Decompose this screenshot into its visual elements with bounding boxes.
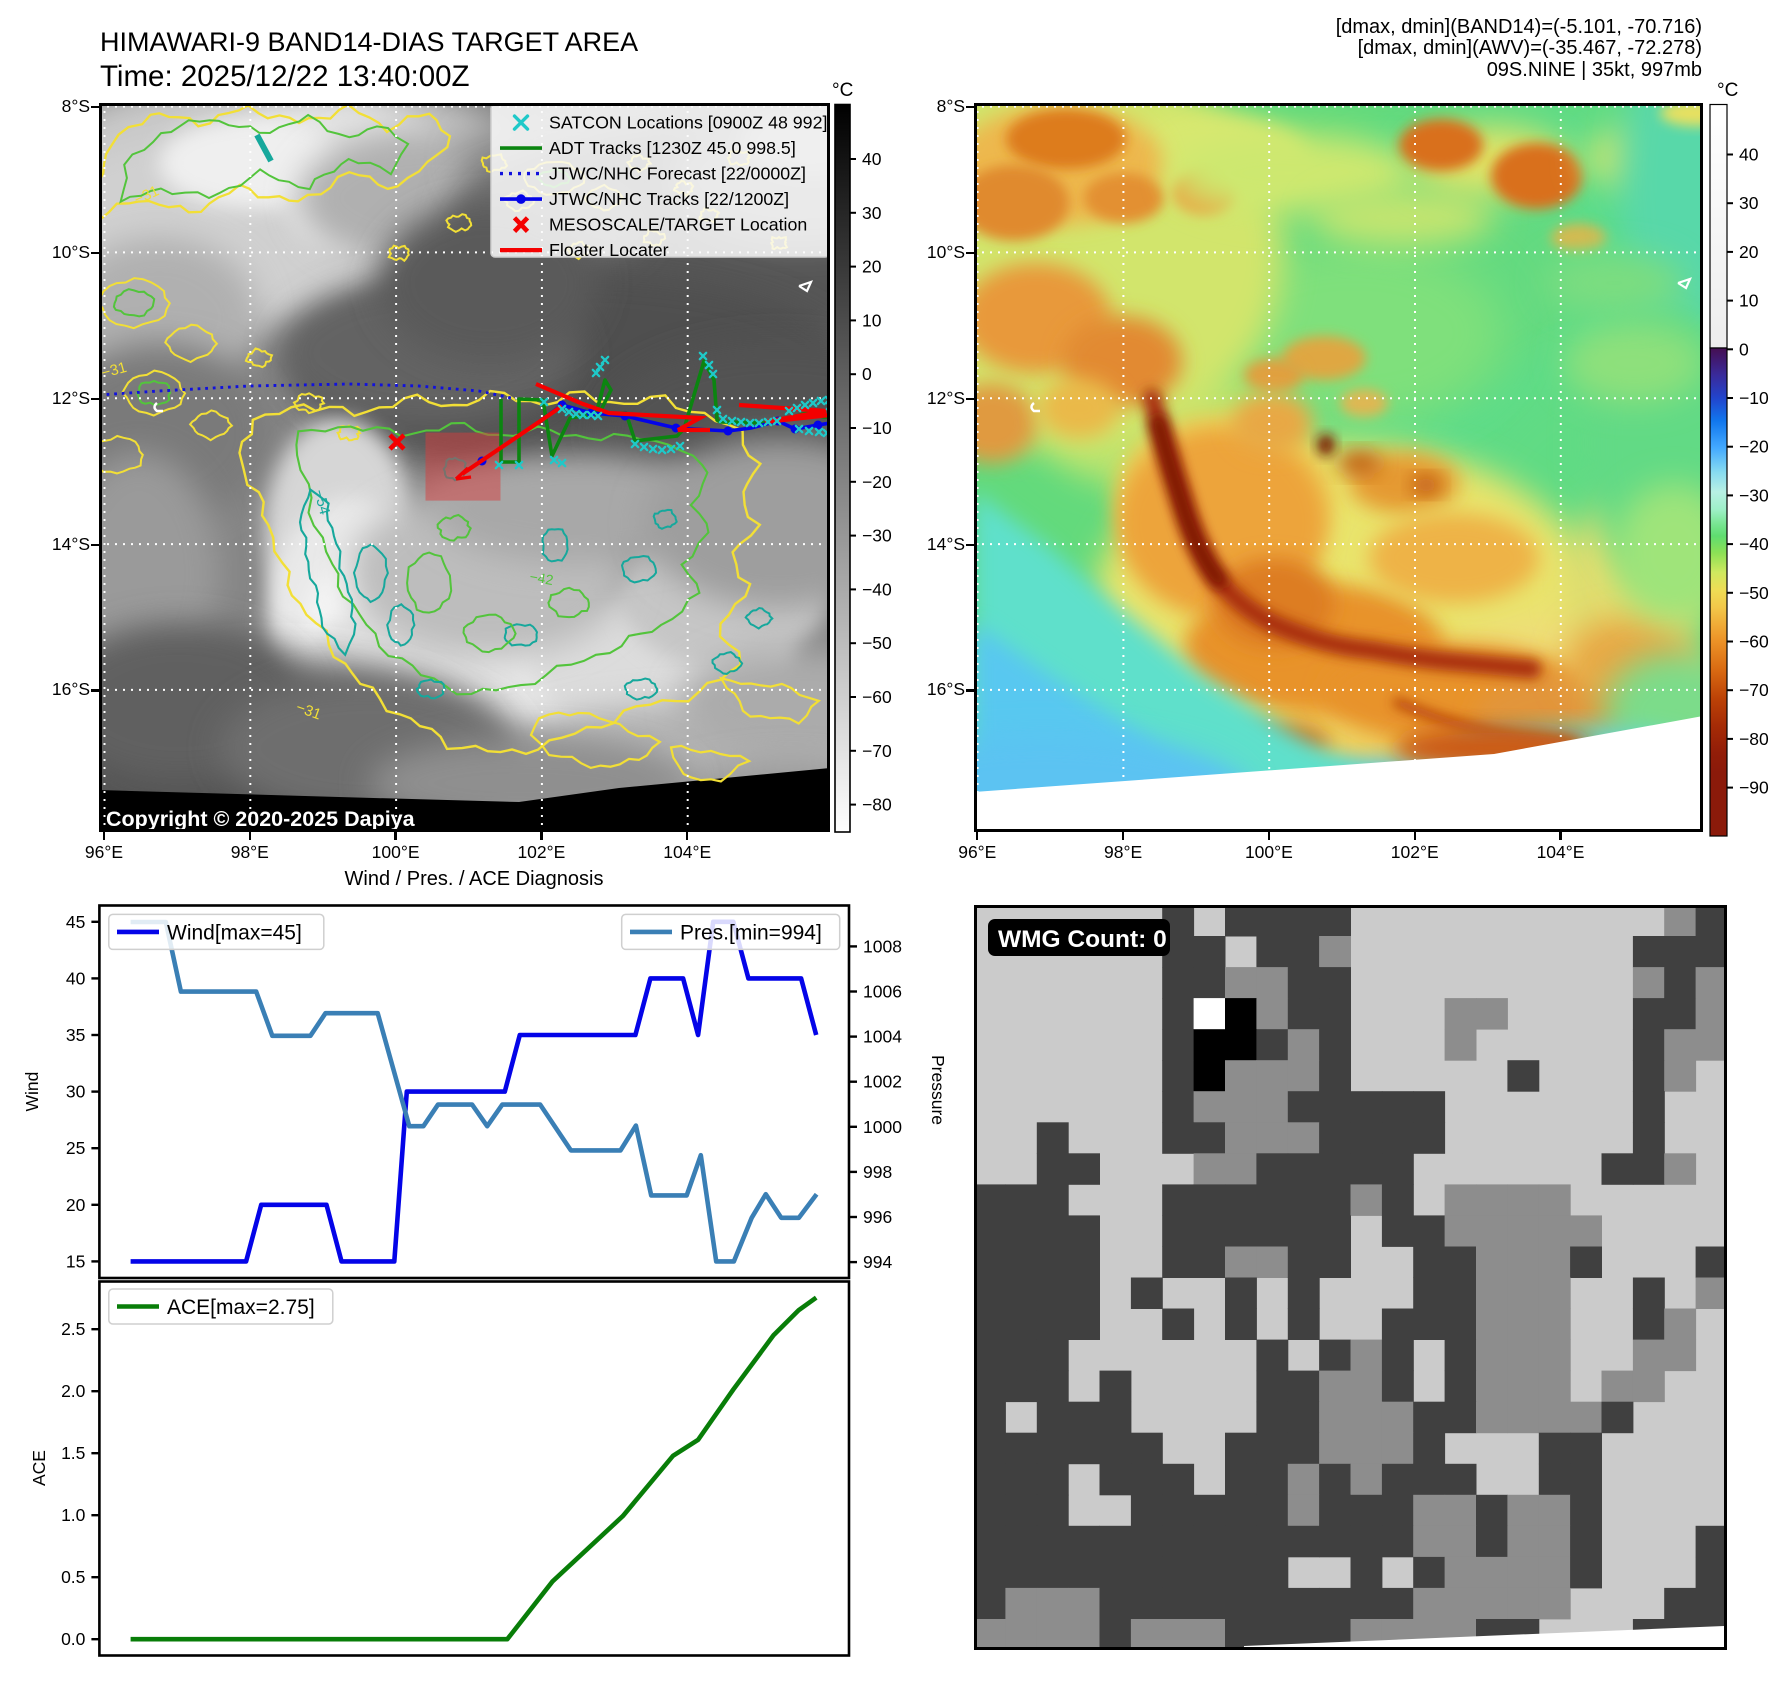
svg-text:40: 40 [1739,145,1759,165]
svg-text:−70: −70 [862,741,892,761]
svg-text:−60: −60 [862,687,892,707]
svg-text:−30: −30 [1739,485,1769,505]
svg-text:994: 994 [863,1252,892,1272]
svg-text:−90: −90 [1739,778,1769,798]
svg-text:45: 45 [66,912,85,932]
svg-text:−20: −20 [1739,437,1769,457]
svg-text:0: 0 [1739,339,1749,359]
svg-text:Pres.[min=994]: Pres.[min=994] [680,921,822,944]
svg-text:0.5: 0.5 [61,1567,85,1587]
svg-text:20: 20 [862,257,882,277]
svg-text:−10: −10 [1739,388,1769,408]
svg-text:30: 30 [66,1082,86,1102]
svg-text:10: 10 [1739,291,1759,311]
svg-text:1.0: 1.0 [61,1505,86,1525]
svg-text:Copyright © 2020-2025 Dapiya: Copyright © 2020-2025 Dapiya [106,807,416,831]
svg-text:1000: 1000 [863,1117,902,1137]
svg-text:JTWC/NHC Forecast [22/0000Z]: JTWC/NHC Forecast [22/0000Z] [549,164,806,184]
svg-text:30: 30 [1739,193,1759,213]
svg-text:40: 40 [66,968,86,988]
svg-text:1002: 1002 [863,1072,902,1092]
svg-text:Wind: Wind [22,1072,42,1112]
svg-text:−70: −70 [1739,680,1769,700]
svg-text:40: 40 [862,149,882,169]
svg-text:10: 10 [862,310,882,330]
svg-text:−80: −80 [862,795,892,815]
svg-text:ACE[max=2.75]: ACE[max=2.75] [167,1296,315,1319]
svg-text:1004: 1004 [863,1027,902,1047]
svg-text:0.0: 0.0 [61,1629,86,1649]
svg-text:30: 30 [862,203,882,223]
svg-text:ADT Tracks [1230Z 45.0 998.5]: ADT Tracks [1230Z 45.0 998.5] [549,138,796,158]
svg-text:−60: −60 [1739,632,1769,652]
svg-text:998: 998 [863,1162,892,1182]
svg-text:−40: −40 [1739,534,1769,554]
svg-text:0: 0 [862,364,872,384]
svg-text:996: 996 [863,1207,892,1227]
svg-text:25: 25 [66,1138,85,1158]
svg-text:SATCON Locations [0900Z 48 992: SATCON Locations [0900Z 48 992] [549,113,827,133]
svg-text:−31: −31 [99,359,128,382]
svg-text:−10: −10 [862,418,892,438]
svg-text:1.5: 1.5 [61,1443,85,1463]
svg-text:−42: −42 [528,569,554,589]
svg-text:2.0: 2.0 [61,1381,86,1401]
svg-text:1008: 1008 [863,936,902,956]
svg-text:2.5: 2.5 [61,1319,85,1339]
svg-text:WMG Count: 0: WMG Count: 0 [998,926,1167,953]
svg-text:35: 35 [66,1025,85,1045]
svg-text:15: 15 [66,1251,85,1271]
svg-text:−50: −50 [862,633,892,653]
svg-text:−50: −50 [1739,583,1769,603]
svg-text:−20: −20 [862,472,892,492]
svg-text:JTWC/NHC Tracks [22/1200Z]: JTWC/NHC Tracks [22/1200Z] [549,189,789,209]
svg-text:20: 20 [1739,242,1759,262]
svg-text:Wind[max=45]: Wind[max=45] [167,921,302,944]
svg-text:−80: −80 [1739,729,1769,749]
svg-text:−30: −30 [862,526,892,546]
svg-text:MESOSCALE/TARGET Location: MESOSCALE/TARGET Location [549,215,807,235]
svg-text:20: 20 [66,1195,86,1215]
svg-text:Pressure: Pressure [928,1055,948,1125]
svg-text:1006: 1006 [863,982,902,1002]
svg-text:Floater Locater: Floater Locater [549,240,669,260]
svg-text:−54: −54 [310,488,333,517]
svg-text:ACE: ACE [29,1450,49,1486]
svg-text:−40: −40 [862,579,892,599]
